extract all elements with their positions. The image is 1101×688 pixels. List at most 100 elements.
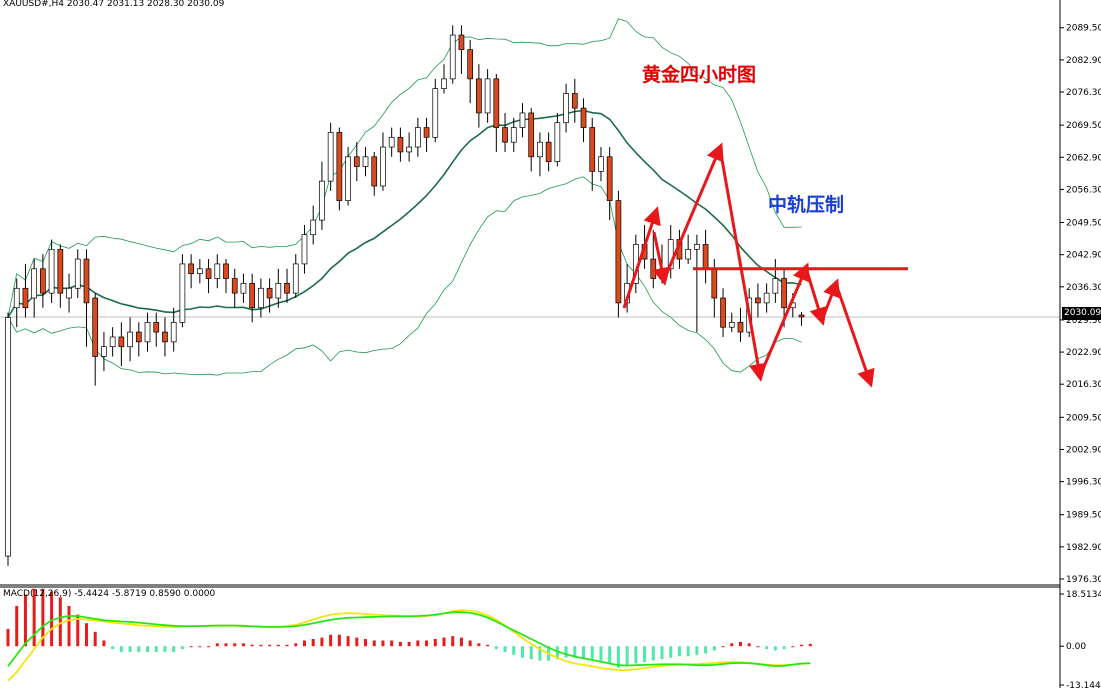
candle bbox=[275, 268, 282, 308]
candle-body bbox=[22, 287, 29, 309]
macd-histogram-bar bbox=[241, 643, 245, 647]
candle-body bbox=[109, 336, 116, 348]
candle bbox=[545, 132, 552, 172]
candle-body bbox=[685, 248, 692, 260]
macd-histogram-bar bbox=[730, 643, 734, 647]
macd-histogram-bar bbox=[163, 646, 167, 652]
price-tick-label: 1996.30 bbox=[1066, 478, 1101, 488]
candle-body bbox=[371, 156, 378, 187]
candle-body bbox=[162, 331, 168, 343]
candle-body bbox=[502, 127, 508, 143]
macd-histogram-bar bbox=[364, 639, 368, 647]
candle bbox=[388, 127, 395, 157]
macd-histogram-bar bbox=[259, 644, 263, 647]
arrow-segment bbox=[652, 231, 671, 286]
candle bbox=[310, 205, 317, 245]
arrow-segment bbox=[622, 206, 661, 309]
candle-body bbox=[667, 239, 674, 270]
macd-histogram-bar bbox=[58, 597, 62, 647]
candle bbox=[432, 78, 439, 143]
candle-body bbox=[397, 136, 404, 153]
candle bbox=[667, 224, 674, 279]
candle bbox=[755, 283, 761, 318]
candle-body bbox=[284, 283, 290, 294]
candle-body bbox=[196, 268, 203, 275]
candle-body bbox=[380, 146, 386, 187]
macd-histogram-bar bbox=[442, 637, 446, 647]
macd-histogram-bar bbox=[651, 646, 655, 661]
candle bbox=[144, 312, 151, 352]
candle-body bbox=[406, 146, 412, 153]
macd-histogram-bar bbox=[712, 646, 716, 651]
candle bbox=[258, 278, 264, 318]
macd-histogram-bar bbox=[643, 646, 647, 663]
arrow-segment bbox=[662, 142, 724, 281]
symbol-info: XAUUSD#,H4 2030.47 2031.13 2028.30 2030.… bbox=[3, 0, 225, 9]
candle bbox=[467, 39, 474, 104]
candle bbox=[380, 132, 386, 191]
macd-histogram-bar bbox=[233, 643, 237, 647]
macd-histogram-bar bbox=[765, 646, 769, 650]
macd-histogram-bar bbox=[686, 646, 690, 657]
candle-body bbox=[772, 278, 779, 294]
candle bbox=[266, 278, 273, 313]
macd-histogram-bar bbox=[93, 631, 97, 647]
macd-histogram-bar bbox=[268, 644, 272, 647]
macd-histogram-bar bbox=[625, 646, 629, 667]
candle-body bbox=[170, 322, 177, 343]
candle-body bbox=[301, 234, 308, 265]
macd-main-line bbox=[7, 611, 811, 668]
candle bbox=[170, 307, 177, 352]
macd-histogram-bar bbox=[520, 646, 524, 658]
price-tick-label: 2002.90 bbox=[1066, 445, 1101, 455]
macd-histogram-bar bbox=[172, 646, 176, 652]
candle-body bbox=[388, 136, 395, 148]
macd-histogram-bar bbox=[573, 646, 577, 658]
candle-body bbox=[31, 268, 38, 299]
candle bbox=[580, 98, 587, 143]
lower-band bbox=[7, 176, 802, 376]
price-tick-label: 2069.50 bbox=[1066, 121, 1101, 131]
candle bbox=[40, 254, 46, 308]
candles bbox=[5, 25, 805, 566]
candle-body bbox=[414, 127, 421, 148]
candle-body bbox=[484, 78, 491, 114]
candle bbox=[519, 103, 526, 138]
macd-info: MACD(12,26,9) -5.4424 -5.8719 0.8590 0.0… bbox=[3, 589, 216, 599]
candle-body bbox=[83, 258, 90, 304]
candle-body bbox=[441, 78, 447, 89]
macd-histogram-bar bbox=[23, 594, 27, 647]
macd-histogram-bar bbox=[198, 646, 202, 648]
candle-body bbox=[223, 263, 229, 279]
price-tick-label: 2076.30 bbox=[1066, 88, 1101, 98]
candle-body bbox=[214, 263, 221, 279]
candle bbox=[728, 312, 735, 333]
candle-body bbox=[606, 156, 613, 201]
candle-body bbox=[467, 49, 474, 80]
macd-histogram-bar bbox=[180, 646, 184, 650]
candle bbox=[48, 239, 55, 303]
candle-body bbox=[458, 34, 465, 51]
candle-body bbox=[188, 263, 194, 275]
candle bbox=[685, 234, 692, 264]
candle bbox=[737, 307, 744, 342]
candle-body bbox=[537, 141, 543, 158]
macd-histogram-bar bbox=[355, 637, 359, 647]
candle bbox=[188, 254, 194, 289]
macd-histogram-bar bbox=[398, 641, 402, 647]
candle bbox=[694, 234, 700, 333]
macd-histogram-bar bbox=[381, 640, 385, 647]
mid-band-annotation: 中轨压制 bbox=[768, 194, 845, 216]
candle bbox=[292, 254, 299, 299]
candle-body bbox=[310, 219, 317, 236]
candle bbox=[22, 263, 29, 318]
candle bbox=[31, 259, 38, 318]
candle-body bbox=[589, 127, 596, 172]
candle bbox=[371, 151, 378, 196]
candle-body bbox=[231, 278, 238, 294]
macd-histogram-bar bbox=[477, 643, 481, 647]
arrow-segment bbox=[718, 147, 767, 382]
macd-histogram-bar bbox=[791, 646, 795, 648]
